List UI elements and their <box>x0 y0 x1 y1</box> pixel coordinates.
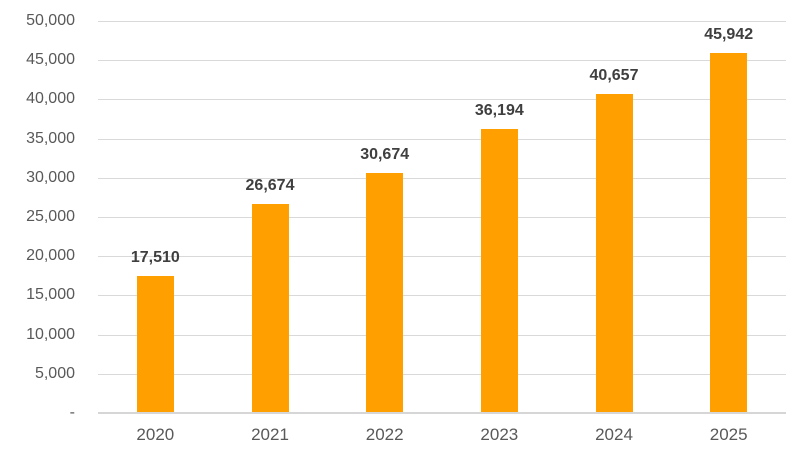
x-axis-tick-label-2025: 2025 <box>709 425 748 444</box>
data-label-2021: 26,674 <box>245 176 295 194</box>
y-axis-tick-label: 25,000 <box>26 208 75 225</box>
x-axis-tick-label-2021: 2021 <box>251 425 289 444</box>
bar-2025 <box>710 52 748 413</box>
x-axis-tick-label-2020: 2020 <box>136 425 175 444</box>
gridline <box>98 295 786 297</box>
x-axis-tick-label-2022: 2022 <box>365 425 404 444</box>
y-axis-tick-label: 45,000 <box>26 51 75 69</box>
x-axis-tick-label-2023: 2023 <box>480 425 519 444</box>
data-label-2022: 30,674 <box>360 145 410 163</box>
gridline <box>98 21 786 22</box>
gridline <box>98 334 786 336</box>
bar-2020 <box>136 275 174 413</box>
x-axis-line <box>98 412 786 414</box>
gridline <box>98 217 786 218</box>
y-axis-tick-label: 20,000 <box>26 247 75 265</box>
y-axis-tick-label: 50,000 <box>26 12 75 29</box>
y-axis-tick-label: 5,000 <box>34 364 75 382</box>
data-label-2024: 40,657 <box>589 67 639 85</box>
y-axis-tick-label: 35,000 <box>26 129 75 147</box>
gridline <box>98 99 786 101</box>
y-axis-tick-label: 30,000 <box>26 168 75 186</box>
data-label-2020: 17,510 <box>130 248 180 266</box>
gridline <box>98 138 786 140</box>
bar-2021 <box>251 203 289 413</box>
plot-area <box>98 21 786 414</box>
gridline <box>98 373 786 375</box>
y-axis-tick-label: 10,000 <box>26 325 75 343</box>
y-axis-tick-label: - <box>69 404 75 421</box>
data-label-2025: 45,942 <box>704 25 754 43</box>
gridline <box>98 60 786 62</box>
bar-2023 <box>480 129 518 413</box>
gridline <box>98 256 786 258</box>
bar-2024 <box>595 94 633 413</box>
y-axis-tick-label: 15,000 <box>26 286 75 304</box>
gridline <box>98 177 786 179</box>
bar-2022 <box>366 172 404 413</box>
data-label-2023: 36,194 <box>474 102 524 120</box>
y-axis-tick-label: 40,000 <box>26 90 75 108</box>
x-axis-tick-label-2024: 2024 <box>595 425 633 444</box>
